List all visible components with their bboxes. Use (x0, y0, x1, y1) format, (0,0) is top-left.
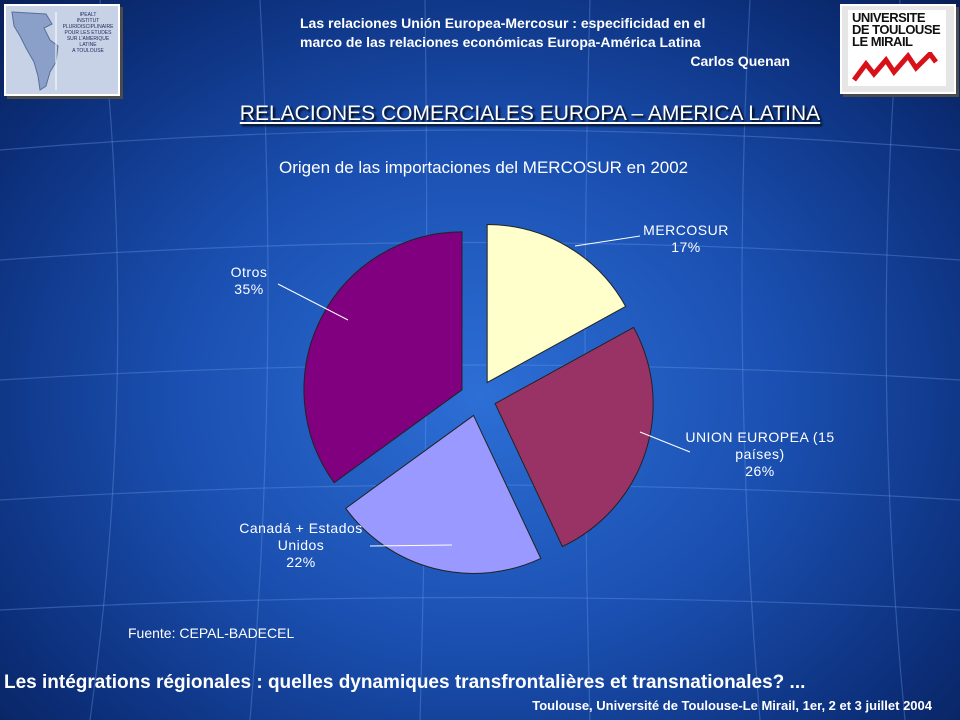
footer-subtitle: Toulouse, Université de Toulouse-Le Mira… (532, 698, 932, 713)
leader-line-mercosur (574, 235, 641, 247)
header-line: Las relaciones Unión Europea-Mercosur : … (300, 15, 706, 31)
logo-line: PLURIDISCIPLINAIRE (62, 24, 114, 30)
slice-label-name: países) (735, 446, 785, 462)
slice-label-name: Otros (230, 264, 268, 280)
logo-line: LE MIRAIL (852, 34, 913, 49)
pie-slice-otros (303, 231, 463, 484)
pie-slice-mercosur (486, 224, 627, 384)
slice-label-percent: 17% (671, 239, 701, 255)
slide-title: RELACIONES COMERCIALES EUROPA – AMERICA … (239, 102, 821, 125)
slice-label-otros: Otros 35% (216, 264, 282, 298)
logo-line: IPEALT (79, 12, 97, 18)
source-note: Fuente: CEPAL-BADECEL (128, 625, 295, 641)
ipealt-logo-text: IPEALT INSTITUT PLURIDISCIPLINAIRE POUR … (60, 12, 116, 54)
university-logo: UNIVERSITE DE TOULOUSE LE MIRAIL (840, 4, 956, 94)
slice-label-name: MERCOSUR (643, 222, 729, 238)
logo-line: INSTITUT (76, 18, 100, 24)
university-logo-text: UNIVERSITE DE TOULOUSE LE MIRAIL (852, 10, 944, 49)
logo-line: DE TOULOUSE (852, 22, 941, 37)
presentation-header: Las relaciones Unión Europea-Mercosur : … (300, 14, 790, 71)
red-zigzag-icon (852, 52, 938, 82)
logo-line: LATINE (79, 42, 97, 48)
slice-label-name: Unidos (277, 537, 325, 553)
latin-america-map-icon (11, 11, 59, 91)
leader-line-union-europea (639, 431, 691, 453)
slice-label-name: UNION EUROPEA (15 (685, 429, 835, 445)
slice-label-percent: 26% (745, 463, 775, 479)
university-logo-panel: UNIVERSITE DE TOULOUSE LE MIRAIL (848, 10, 946, 86)
logo-line: A TOULOUSE (72, 48, 104, 54)
author-name: Carlos Quenan (690, 53, 790, 69)
pie-slice-union-europea (494, 326, 654, 548)
slice-label-canada-eeuu: Canadá + Estados Unidos 22% (226, 520, 376, 571)
slice-label-percent: 35% (234, 281, 264, 297)
pie-slice-canada-eeuu (345, 414, 542, 574)
footer-title: Les intégrations régionales : quelles dy… (4, 672, 806, 693)
slice-label-name: Canadá + Estados (239, 520, 363, 536)
header-line: marco de las relaciones económicas Europ… (300, 34, 701, 50)
logo-line: UNIVERSITE (852, 10, 926, 25)
logo-line: POUR LES ETUDES (64, 30, 112, 36)
slice-label-percent: 22% (286, 554, 316, 570)
leader-line-canada-eeuu (369, 544, 453, 547)
leader-line-otros (277, 283, 349, 321)
slice-label-union-europea: UNION EUROPEA (15 países) 26% (684, 429, 836, 480)
logo-line: SUR L'AMERIQUE (66, 36, 110, 42)
ipealt-logo: IPEALT INSTITUT PLURIDISCIPLINAIRE POUR … (4, 4, 120, 96)
chart-title: Origen de las importaciones del MERCOSUR… (279, 158, 689, 177)
slice-label-mercosur: MERCOSUR 17% (640, 222, 732, 256)
